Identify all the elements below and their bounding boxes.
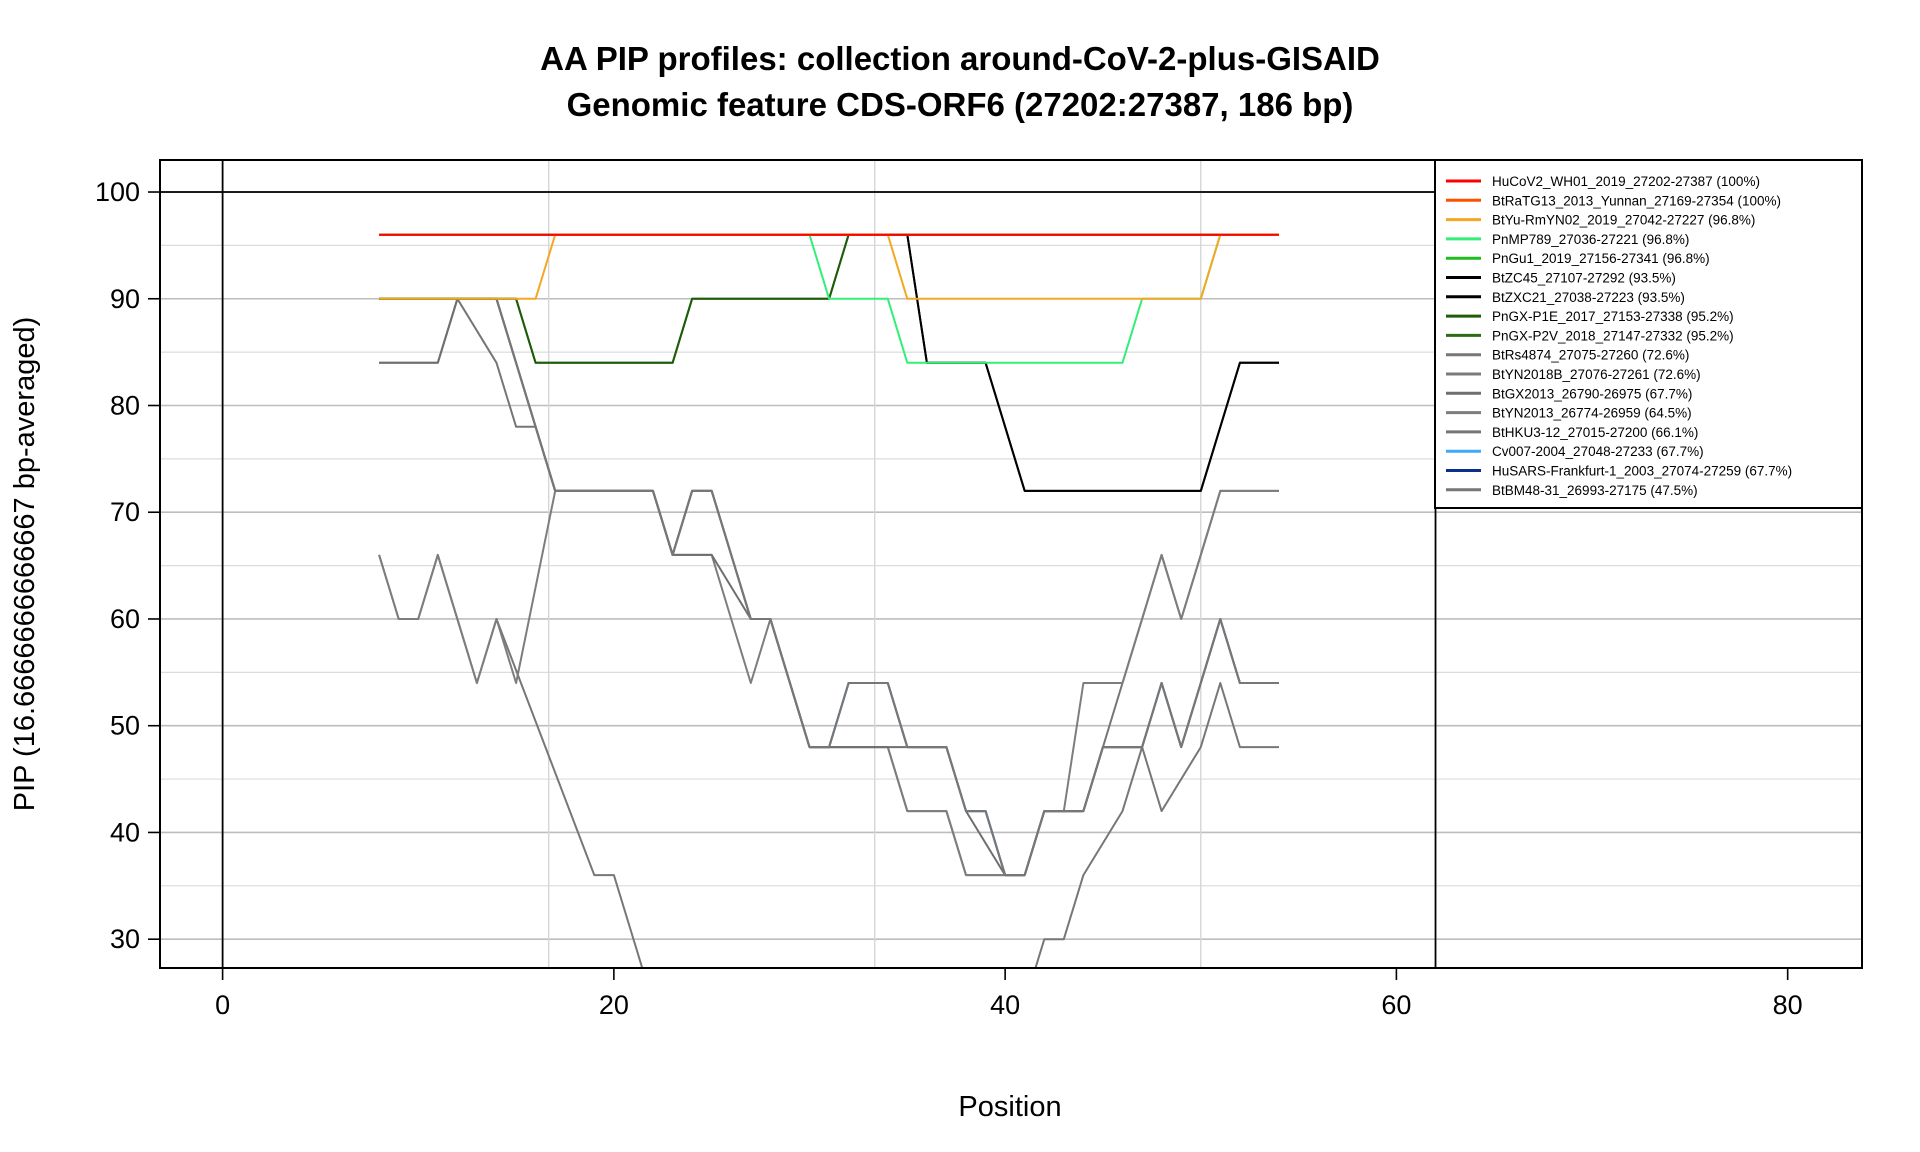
legend-label: PnGX-P2V_2018_27147-27332 (95.2%) [1492,328,1734,343]
y-axis: 30 40 50 60 70 80 90 100 [95,177,160,954]
x-tick-label: 20 [599,990,629,1020]
y-tick-label: 30 [110,924,140,954]
series-line [379,233,1279,492]
series-group [378,233,1279,968]
y-tick-label: 50 [110,711,140,741]
legend-label: PnGX-P1E_2017_27153-27338 (95.2%) [1492,309,1734,324]
legend-label: BtHKU3-12_27015-27200 (66.1%) [1492,425,1698,440]
legend-label: BtYu-RmYN02_2019_27042-27227 (96.8%) [1492,213,1755,228]
legend-label: HuCoV2_WH01_2019_27202-27387 (100%) [1492,174,1760,189]
y-tick-label: 100 [95,177,140,207]
chart-subtitle: Genomic feature CDS-ORF6 (27202:27387, 1… [567,86,1354,123]
series-line [379,233,1279,300]
series-line [379,233,1279,364]
legend-label: BtBM48-31_26993-27175 (47.5%) [1492,483,1698,498]
legend-label: BtYN2018B_27076-27261 (72.6%) [1492,367,1701,382]
legend-label: BtGX2013_26790-26975 (67.7%) [1492,386,1692,401]
y-axis-label: PIP (16.6666666666667 bp-averaged) [9,317,41,811]
legend-label: BtRaTG13_2013_Yunnan_27169-27354 (100%) [1492,193,1781,208]
y-tick-label: 70 [110,497,140,527]
plot-frame [159,159,1863,969]
y-tick-label: 90 [110,284,140,314]
x-tick-label: 60 [1381,990,1411,1020]
y-tick-label: 60 [110,604,140,634]
x-tick-label: 80 [1773,990,1803,1020]
chart-title: AA PIP profiles: collection around-CoV-2… [540,40,1380,77]
legend-label: BtYN2013_26774-26959 (64.5%) [1492,406,1692,421]
legend-label: BtZC45_27107-27292 (93.5%) [1492,271,1676,286]
legend-label: HuSARS-Frankfurt-1_2003_27074-27259 (67.… [1492,464,1792,479]
series-line [379,297,1279,877]
x-tick-label: 40 [990,990,1020,1020]
x-axis-label: Position [958,1091,1061,1123]
legend-box [1434,159,1863,509]
legend: HuCoV2_WH01_2019_27202-27387 (100%) BtRaT… [1434,159,1863,509]
x-tick-label: 0 [215,990,230,1020]
legend-label: BtZXC21_27038-27223 (93.5%) [1492,290,1685,305]
legend-label: PnGu1_2019_27156-27341 (96.8%) [1492,251,1710,266]
legend-label: PnMP789_27036-27221 (96.8%) [1492,232,1689,247]
x-axis: 0 20 40 60 80 [215,968,1803,1020]
legend-label: Cv007-2004_27048-27233 (67.7%) [1492,444,1704,459]
y-tick-label: 40 [110,817,140,847]
legend-label: BtRs4874_27075-27260 (72.6%) [1492,348,1689,363]
y-tick-label: 80 [110,390,140,420]
